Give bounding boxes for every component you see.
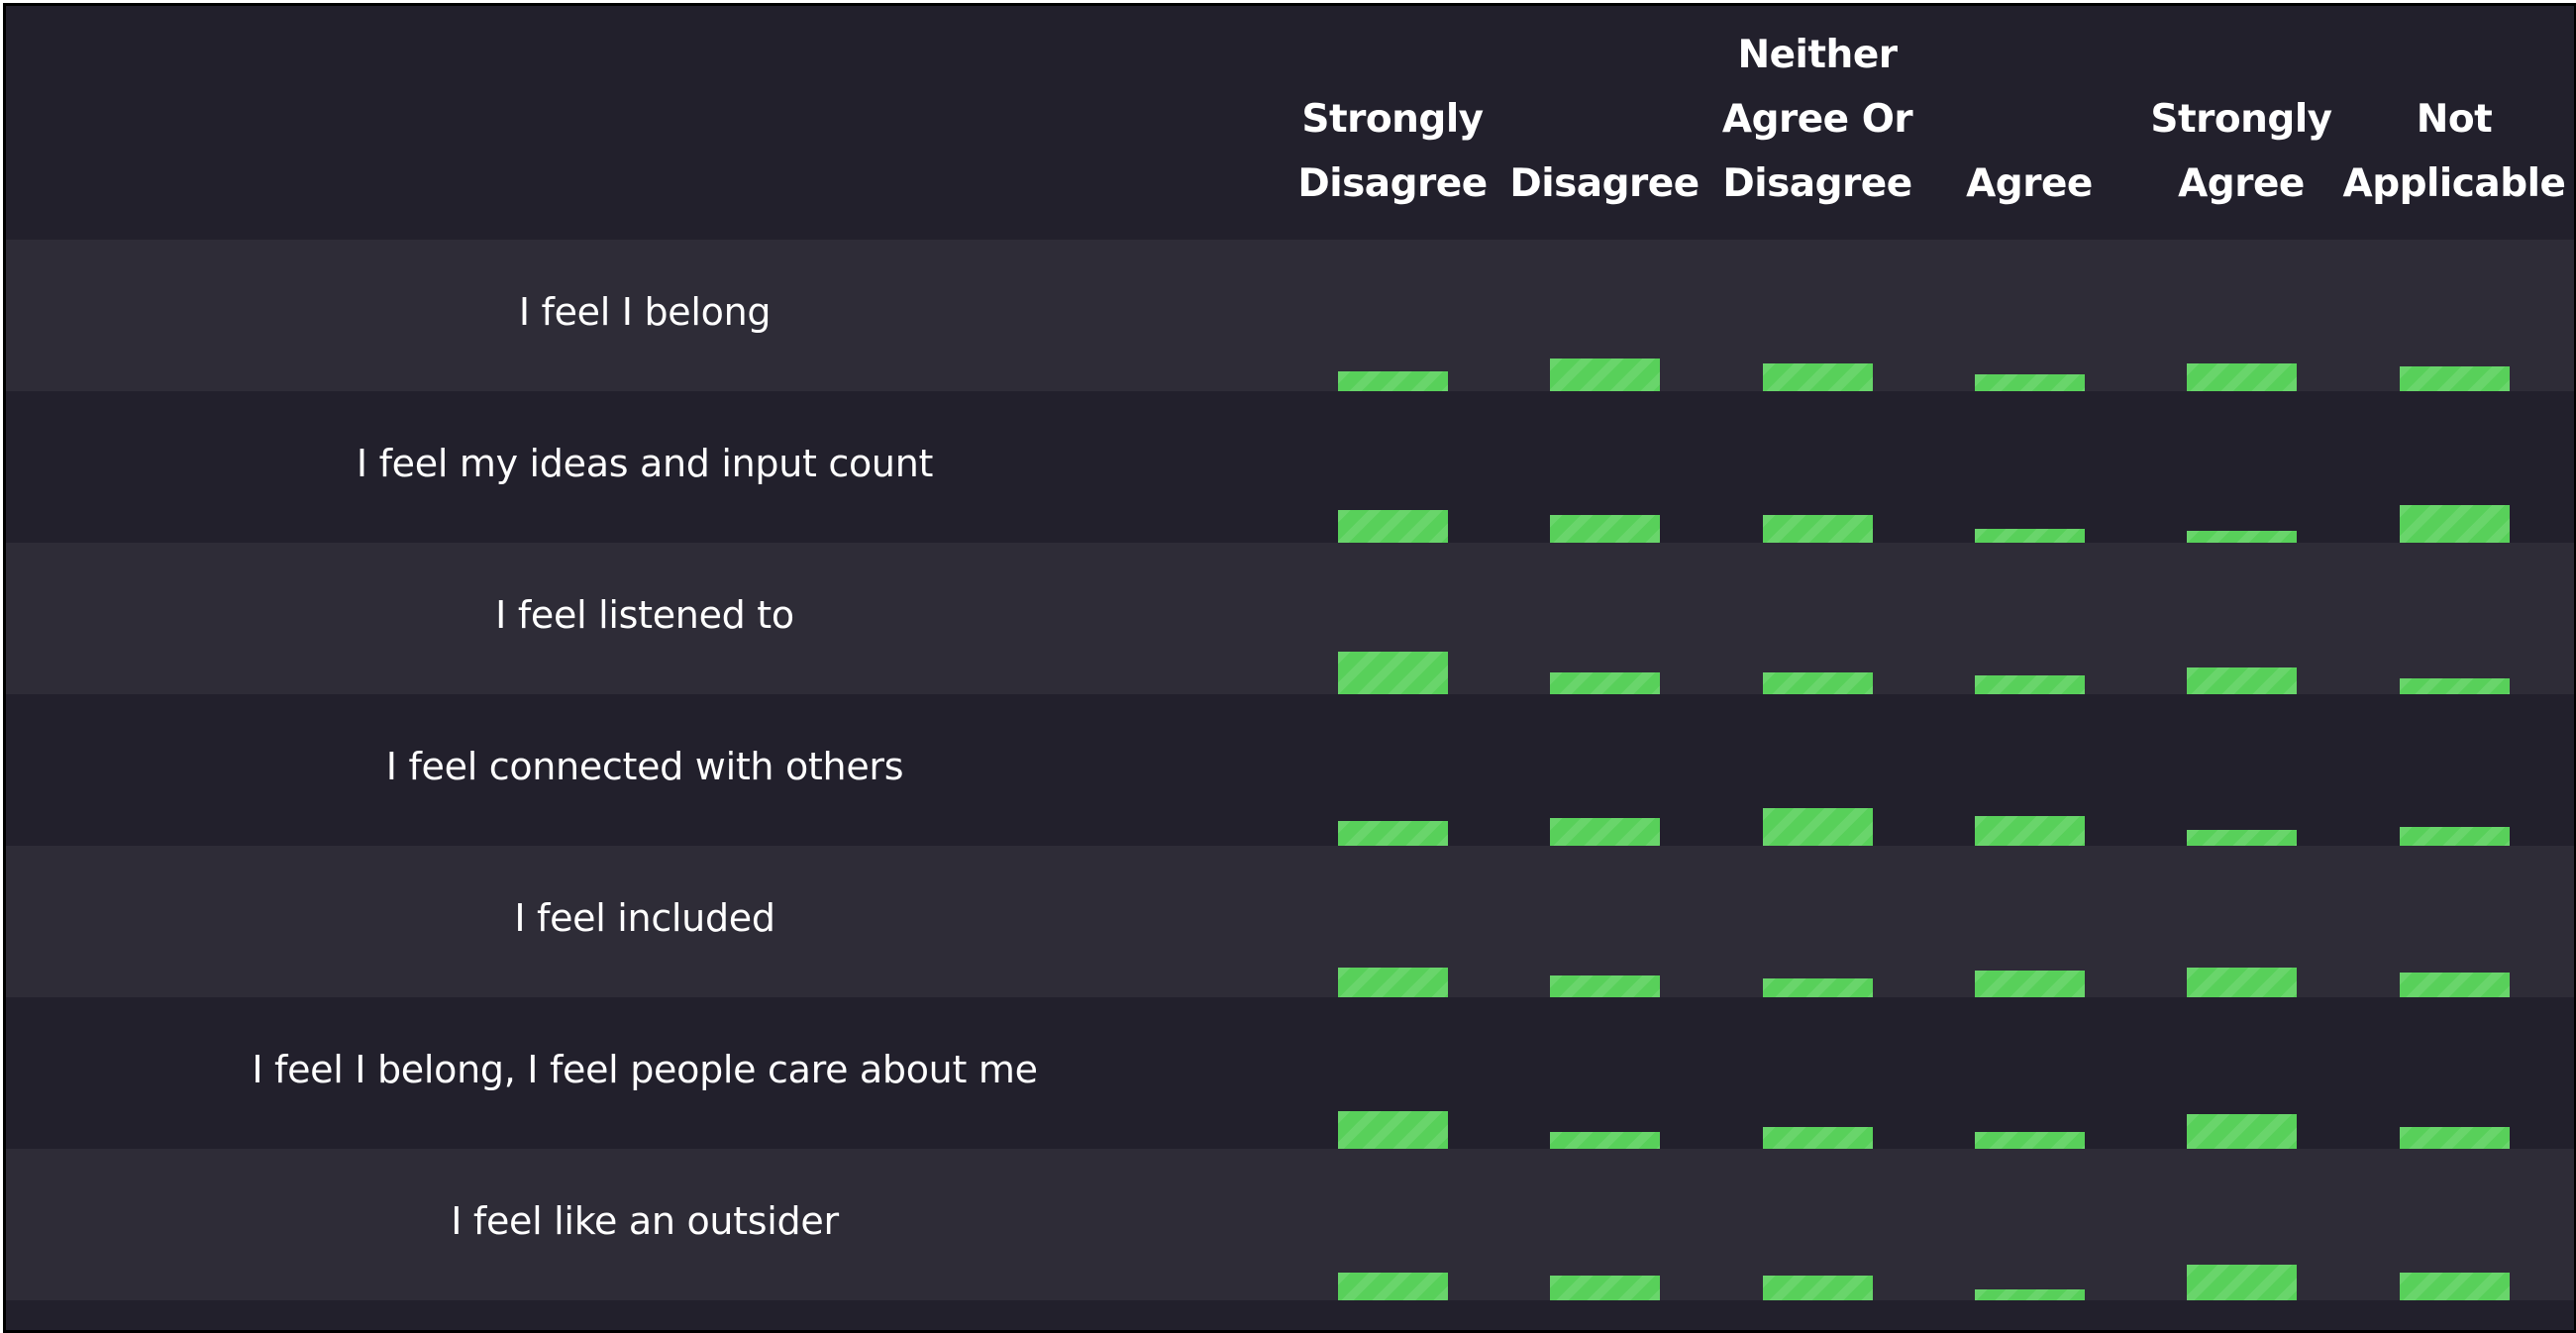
column-header-neither: Neither Agree Or Disagree [1713,6,1921,216]
bar-strongly-agree [2186,1114,2297,1149]
column-header-strongly-disagree: Strongly Disagree [1288,6,1496,216]
bar-strongly-disagree [1337,371,1448,391]
bar-disagree [1549,1276,1660,1300]
statement-row: I feel listened to [6,543,2574,694]
bar-agree [1974,529,2085,543]
statement-label: I feel listened to [495,593,794,637]
bar-neither [1762,808,1873,846]
statement-label: I feel connected with others [385,745,904,788]
bar-not-applicable [2399,366,2510,391]
statement-row: I feel included [6,846,2574,997]
bar-strongly-agree [2186,968,2297,997]
column-header-disagree: Disagree [1500,6,1708,216]
column-header-line: Disagree [1297,161,1488,206]
bar-disagree [1549,975,1660,997]
bar-strongly-disagree [1337,652,1448,694]
column-header-row: Strongly Disagree Disagree Neither Agree Or D… [6,6,2574,240]
statement-label: I feel I belong [518,290,772,334]
bar-not-applicable [2399,505,2510,543]
column-header-line: Agree [1966,161,2093,206]
bar-strongly-agree [2186,363,2297,391]
statement-label: I feel my ideas and input count [356,442,934,485]
column-header-not-applicable: Not Applicable [2343,6,2566,216]
column-header-agree: Agree [1925,6,2133,216]
bar-disagree [1549,818,1660,846]
column-header-line: Disagree [1509,161,1700,206]
bar-not-applicable [2399,1127,2510,1149]
bar-agree [1974,1289,2085,1300]
bar-not-applicable [2399,973,2510,997]
column-header-line: Applicable [2342,161,2566,206]
bar-neither [1762,1127,1873,1149]
bar-neither [1762,363,1873,391]
bar-not-applicable [2399,678,2510,694]
statement-row: I feel I belong [6,240,2574,391]
bar-disagree [1549,359,1660,391]
bar-strongly-agree [2186,830,2297,846]
bar-strongly-agree [2186,531,2297,543]
statement-row: I feel my ideas and input count [6,391,2574,543]
bar-neither [1762,515,1873,543]
survey-chart: Strongly Disagree Disagree Neither Agree Or D… [3,3,2576,1333]
bar-not-applicable [2399,1273,2510,1300]
column-header-line: Neither [1737,33,1898,77]
bar-neither [1762,978,1873,997]
statement-label: I feel I belong, I feel people care abou… [252,1048,1038,1091]
statement-row: I feel connected with others [6,694,2574,846]
column-header-line: Agree Or [1721,97,1913,142]
column-header-line: Not [2416,97,2493,142]
column-header-line: Strongly [2150,97,2332,142]
column-header-line: Agree [2178,161,2305,206]
bar-agree [1974,971,2085,997]
bar-strongly-disagree [1337,510,1448,543]
bar-neither [1762,1276,1873,1300]
statement-row: I feel I belong, I feel people care abou… [6,997,2574,1149]
bar-strongly-disagree [1337,1273,1448,1300]
bar-agree [1974,675,2085,694]
bar-strongly-agree [2186,667,2297,694]
column-header-strongly-agree: Strongly Agree [2137,6,2345,216]
statement-label: I feel like an outsider [451,1199,839,1243]
bar-disagree [1549,1132,1660,1149]
statement-label: I feel included [514,896,775,940]
bar-strongly-disagree [1337,821,1448,846]
bar-neither [1762,672,1873,694]
bar-agree [1974,374,2085,391]
column-header-line: Disagree [1722,161,1912,206]
bar-agree [1974,816,2085,846]
bar-strongly-agree [2186,1265,2297,1300]
column-header-line: Strongly [1301,97,1484,142]
bar-strongly-disagree [1337,968,1448,997]
bar-disagree [1549,672,1660,694]
statement-row: I feel like an outsider [6,1149,2574,1300]
bar-agree [1974,1132,2085,1149]
bar-disagree [1549,515,1660,543]
bar-strongly-disagree [1337,1111,1448,1149]
bar-not-applicable [2399,827,2510,846]
